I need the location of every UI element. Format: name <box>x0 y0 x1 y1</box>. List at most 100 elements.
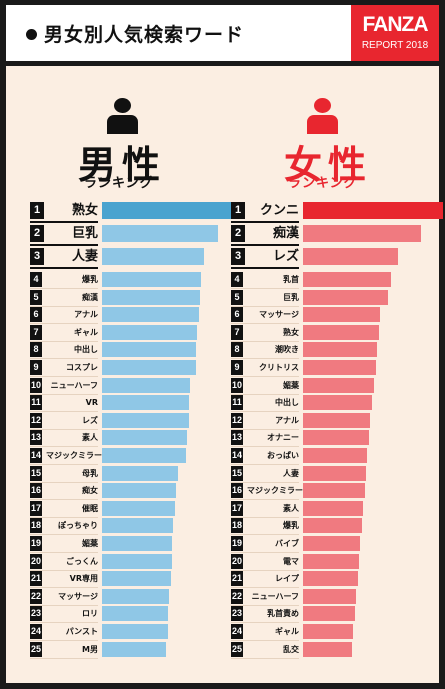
male-rank-label-box: 10 ニューハーフ <box>30 377 98 394</box>
male-row-divider <box>30 411 98 413</box>
female-row-divider <box>231 499 299 501</box>
female-rank-row: 2 痴漢 <box>231 225 443 242</box>
male-rank-label-box: 1 熟女 <box>30 202 98 219</box>
male-rank-label-box: 4 爆乳 <box>30 271 98 288</box>
female-row-divider <box>231 446 299 448</box>
female-row-divider <box>231 221 299 223</box>
female-row-divider <box>231 428 299 430</box>
female-rank-label-box: 5 巨乳 <box>231 289 299 306</box>
male-rank-label-box: 19 媚薬 <box>30 535 98 552</box>
male-rank-keyword: 媚薬 <box>82 539 98 548</box>
male-rank-row: 6 アナル <box>30 306 242 323</box>
female-title: 女性 <box>284 143 373 187</box>
female-rank-label-box: 15 人妻 <box>231 465 299 482</box>
female-rank-bar <box>303 553 359 569</box>
female-rank-keyword: マッサージ <box>259 310 299 320</box>
male-subtitle: ランキング <box>84 176 154 191</box>
male-row-divider <box>30 640 98 641</box>
female-rank-keyword: バイブ <box>275 539 299 548</box>
male-rank-number: 2 <box>30 225 44 242</box>
male-rank-bar <box>102 272 202 287</box>
female-rank-keyword: 素人 <box>283 503 299 513</box>
female-rank-label-box: 14 おっぱい <box>231 447 299 464</box>
female-rank-row: 7 熟女 <box>231 324 443 341</box>
male-row-divider <box>30 464 98 465</box>
female-rank-bar <box>303 624 354 639</box>
male-rank-bar <box>102 412 189 428</box>
male-rank-number: 10 <box>30 377 42 393</box>
male-rank-row: 14 マジックミラー号 <box>30 447 242 464</box>
male-rank-keyword: 中出し <box>74 345 98 355</box>
female-rank-number: 16 <box>231 483 243 499</box>
female-rank-label-box: 12 アナル <box>231 412 299 429</box>
male-rank-row: 25 M男 <box>30 641 242 658</box>
male-rank-row: 16 痴女 <box>30 482 242 499</box>
male-rank-bar <box>102 430 188 446</box>
male-rank-keyword: ロリ <box>82 609 98 619</box>
female-rank-number: 3 <box>231 248 245 265</box>
female-rank-bar <box>303 465 366 481</box>
male-rank-bar <box>102 641 167 657</box>
female-rank-row: 22 ニューハーフ <box>231 588 443 605</box>
female-row-divider <box>231 323 299 325</box>
female-row-divider <box>231 411 299 413</box>
male-row-divider <box>30 340 98 342</box>
male-rank-row: 11 VR <box>30 394 242 411</box>
female-rank-row: 21 レイプ <box>231 570 443 587</box>
male-rank-keyword: 痴女 <box>82 486 98 496</box>
male-rank-row: 22 マッサージ <box>30 588 242 605</box>
female-rank-number: 9 <box>231 360 243 375</box>
female-rank-number: 18 <box>231 518 243 534</box>
male-rank-keyword: ニューハーフ <box>50 380 98 390</box>
male-rank-keyword: ギャル <box>74 327 98 337</box>
female-rank-row: 3 レズ <box>231 248 443 265</box>
female-rank-row: 19 バイブ <box>231 535 443 552</box>
male-rank-number: 1 <box>30 202 44 219</box>
female-rank-label-box: 20 電マ <box>231 553 299 570</box>
male-rank-bar <box>102 225 219 242</box>
female-rank-number: 2 <box>231 225 245 242</box>
female-rank-number: 24 <box>231 624 243 639</box>
male-rank-label-box: 16 痴女 <box>30 482 98 499</box>
female-subtitle: ランキング <box>288 176 358 191</box>
female-rank-row: 6 マッサージ <box>231 306 443 323</box>
male-rank-keyword: ごっくん <box>66 556 98 566</box>
male-row-divider <box>30 221 98 223</box>
male-rank-label-box: 15 母乳 <box>30 465 98 482</box>
male-rank-label-box: 20 ごっくん <box>30 553 98 570</box>
male-rank-number: 17 <box>30 500 42 516</box>
female-rank-row: 8 潮吹き <box>231 341 443 358</box>
female-rank-label-box: 17 素人 <box>231 500 299 517</box>
male-rank-bar <box>102 377 191 393</box>
female-row-divider <box>231 552 299 553</box>
male-rank-label-box: 8 中出し <box>30 341 98 358</box>
male-rank-bar <box>102 571 171 587</box>
female-row-divider <box>231 534 299 536</box>
male-rank-row: 3 人妻 <box>30 248 242 265</box>
male-rank-keyword: 痴漢 <box>82 292 98 302</box>
female-rank-number: 10 <box>231 377 243 393</box>
male-rank-label-box: 9 コスプレ <box>30 359 98 376</box>
female-rank-row: 20 電マ <box>231 553 443 570</box>
male-row-divider <box>30 358 98 360</box>
male-rank-bar <box>102 606 168 622</box>
female-rank-bar <box>303 412 371 428</box>
male-rank-number: 4 <box>30 272 42 287</box>
female-row-divider <box>231 481 299 483</box>
female-rank-keyword: レズ <box>272 249 299 264</box>
male-row-divider <box>30 481 98 483</box>
female-rank-bar <box>303 225 421 242</box>
male-rank-label-box: 3 人妻 <box>30 248 98 265</box>
female-row-divider <box>231 244 299 246</box>
female-row-divider <box>231 516 299 518</box>
male-rank-label-box: 17 催眠 <box>30 500 98 517</box>
male-rank-number: 23 <box>30 606 42 622</box>
female-rank-keyword: 乳首責め <box>267 609 299 619</box>
male-row-divider <box>30 376 98 377</box>
male-row-divider <box>30 244 98 246</box>
female-rank-number: 15 <box>231 465 243 481</box>
female-rank-keyword: アナル <box>275 415 299 425</box>
male-rank-bar <box>102 448 186 463</box>
female-rank-bar <box>303 430 369 446</box>
male-row-divider <box>30 499 98 501</box>
